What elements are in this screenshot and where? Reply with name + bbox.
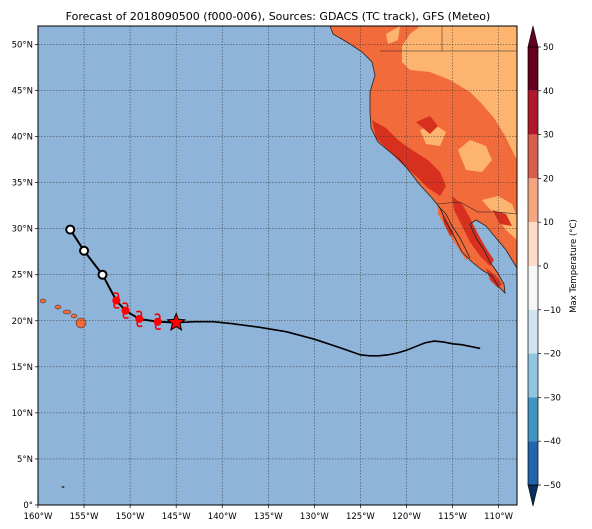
y-tick-label: 20°N: [12, 317, 33, 327]
colorbar-tick-label: 30: [543, 131, 554, 141]
colorbar-tick-label: −40: [543, 437, 561, 447]
colorbar-segment: [528, 441, 538, 485]
hurricane-symbol-icon: [136, 310, 143, 328]
y-tick-label: 10°N: [12, 409, 33, 419]
colorbar-tick-label: 20: [543, 174, 554, 184]
map-frame: [37, 25, 518, 506]
colorbar-segment: [528, 266, 538, 310]
colorbar-segment: [528, 178, 538, 223]
forecast-point-weak: [97, 269, 108, 280]
y-tick-label: 30°N: [12, 225, 33, 235]
x-tick-label: 155°W: [70, 512, 99, 522]
colorbar-tick-label: 0: [543, 262, 548, 272]
colorbar-label: Max Temperature (°C): [569, 219, 579, 313]
x-tick-label: 110°W: [484, 512, 513, 522]
colorbar: 50 40 30 20 10 0 −10 −20 −30 −40 −50 Max Temperatu…: [527, 25, 579, 507]
cyclone-track: [65, 224, 481, 357]
colorbar-segment: [528, 222, 538, 266]
x-tick-label: 150°W: [116, 512, 145, 522]
colorbar-tick-label: −20: [543, 350, 561, 360]
x-tick-label: 135°W: [254, 512, 283, 522]
y-axis-ticks: 0° 5°N 10°N 15°N 20°N 25°N 30°N 35°N 40°N 45°N 50°…: [12, 40, 38, 511]
colorbar-segment: [528, 397, 538, 442]
colorbar-max-arrow: [527, 25, 539, 48]
y-tick-label: 50°N: [12, 40, 33, 50]
map-title: Forecast of 2018090500 (f000-006), Sourc…: [66, 10, 491, 23]
forecast-point-hurricane: [135, 314, 144, 323]
y-tick-label: 40°N: [12, 133, 33, 143]
colorbar-segment: [528, 309, 538, 354]
x-tick-label: 160°W: [24, 512, 53, 522]
north-america-land: [329, 25, 518, 295]
x-tick-label: 130°W: [300, 512, 329, 522]
x-tick-label: 120°W: [392, 512, 421, 522]
colorbar-tick-label: 40: [543, 87, 554, 97]
forecast-point-hurricane: [112, 296, 121, 305]
colorbar-segment: [528, 47, 538, 91]
y-tick-label: 15°N: [12, 363, 33, 373]
current-position-star-icon: [166, 312, 186, 331]
x-tick-label: 145°W: [162, 512, 191, 522]
x-tick-label: 125°W: [346, 512, 375, 522]
forecast-point-hurricane: [121, 306, 130, 315]
colorbar-segment: [528, 353, 538, 398]
x-tick-label: 115°W: [438, 512, 467, 522]
colorbar-segment: [528, 90, 538, 135]
colorbar-tick-label: −50: [543, 481, 561, 491]
colorbar-min-arrow: [527, 484, 539, 507]
map-area: [37, 25, 518, 506]
y-tick-label: 45°N: [12, 86, 33, 96]
colorbar-tick-label: −30: [543, 393, 561, 403]
y-tick-label: 35°N: [12, 179, 33, 189]
y-tick-label: 25°N: [12, 271, 33, 281]
hurricane-symbol-icon: [113, 292, 120, 309]
forecast-point-hurricane: [153, 317, 162, 326]
past-track-line: [176, 320, 481, 357]
forecast-point-weak: [79, 245, 90, 256]
hurricane-symbol-icon: [122, 302, 129, 319]
y-tick-label: 5°N: [17, 455, 33, 465]
x-tick-label: 140°W: [208, 512, 237, 522]
colorbar-tick-label: 50: [543, 43, 554, 53]
forecast-point-weak: [65, 224, 76, 235]
hawaiian-islands: [39, 298, 87, 488]
y-tick-label: 0°: [23, 501, 33, 511]
hurricane-symbol-icon: [154, 313, 162, 330]
colorbar-segment: [528, 134, 538, 179]
colorbar-tick-label: −10: [543, 306, 561, 316]
x-axis-ticks: 160°W 155°W 150°W 145°W 140°W 135°W 130°W 125°W…: [24, 505, 514, 522]
colorbar-tick-label: 10: [543, 218, 554, 228]
